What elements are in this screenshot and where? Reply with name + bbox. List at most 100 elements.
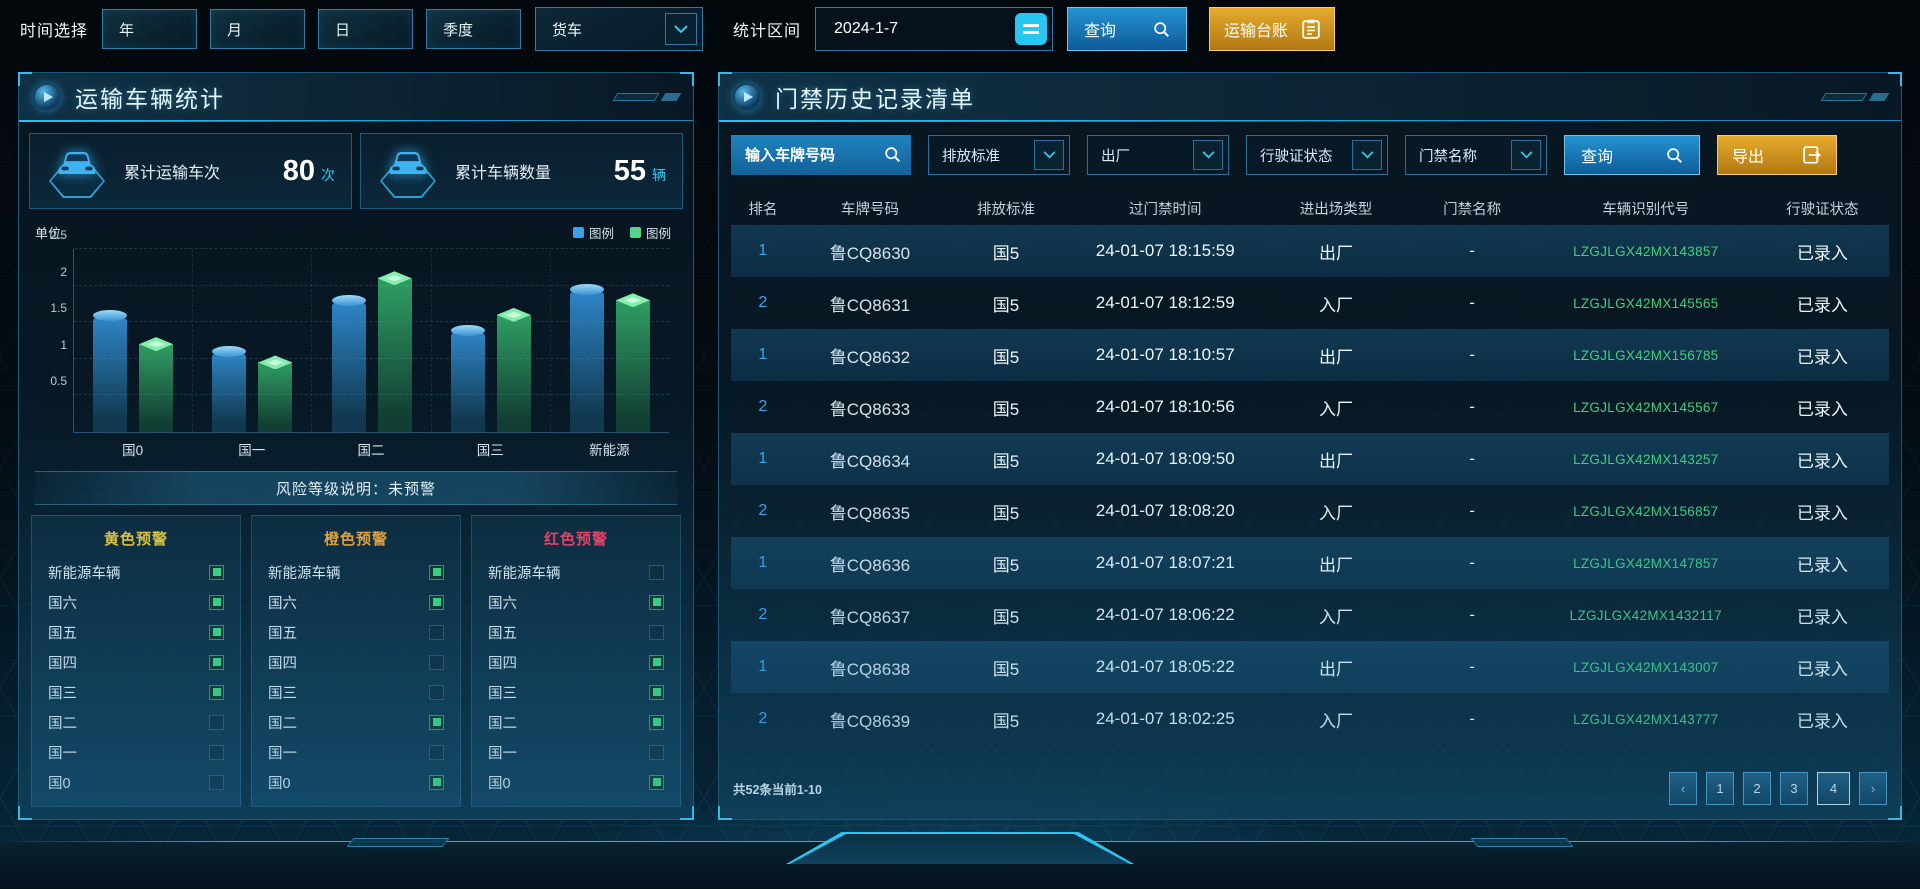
chevron-down-icon[interactable] bbox=[665, 13, 698, 45]
warning-item-label: 国六 bbox=[488, 595, 517, 612]
cell-vin[interactable]: LZGJLGX42MX143257 bbox=[1573, 451, 1719, 467]
prev-page-button[interactable]: ‹ bbox=[1669, 772, 1697, 805]
cell-vin[interactable]: LZGJLGX42MX1432117 bbox=[1569, 607, 1722, 623]
table-body: 1 鲁CQ8630 国5 24-01-07 18:15:59 出厂 - LZGJ… bbox=[731, 225, 1889, 745]
filter-dropdown[interactable]: 行驶证状态 bbox=[1246, 135, 1388, 175]
warning-checkbox[interactable] bbox=[429, 624, 444, 640]
legend-item[interactable]: 图例 bbox=[572, 223, 614, 242]
table-column-header: 车牌号码 bbox=[840, 201, 899, 218]
cell-vin[interactable]: LZGJLGX42MX145565 bbox=[1573, 295, 1719, 311]
warning-checkbox[interactable] bbox=[209, 654, 224, 670]
table-query-button[interactable]: 查询 bbox=[1564, 135, 1700, 175]
warning-checkbox[interactable] bbox=[429, 564, 444, 580]
warning-item-label: 国二 bbox=[48, 715, 77, 732]
warning-item-label: 国0 bbox=[268, 775, 291, 792]
warning-checkbox[interactable] bbox=[649, 564, 664, 580]
page-button[interactable]: 4 bbox=[1817, 772, 1850, 805]
warning-checkbox[interactable] bbox=[209, 564, 224, 580]
cell-vin[interactable]: LZGJLGX42MX156857 bbox=[1573, 503, 1719, 519]
warning-checkbox[interactable] bbox=[429, 774, 444, 790]
warning-checkbox[interactable] bbox=[649, 774, 664, 790]
warning-group-title: 橙色预警 bbox=[323, 531, 388, 548]
warning-checkbox[interactable] bbox=[209, 714, 224, 730]
time-range-button[interactable]: 年 bbox=[102, 9, 198, 49]
warning-checkbox[interactable] bbox=[429, 594, 444, 610]
stats-row: 累计运输车次 80 次 累计车辆数量 55 辆 bbox=[29, 133, 683, 209]
warning-checkbox[interactable] bbox=[649, 714, 664, 730]
vehicle-type-value: 货车 bbox=[552, 21, 583, 39]
filter-dropdown[interactable]: 门禁名称 bbox=[1405, 135, 1547, 175]
warning-checkbox[interactable] bbox=[649, 594, 664, 610]
table-header-row: 排名 车牌号码 排放标准 过门禁时间 进出场类型 门禁名称 车辆识别代号 行驶证状态 bbox=[731, 191, 1889, 225]
warning-item-label: 国六 bbox=[268, 595, 297, 612]
cell-license-status: 已录入 bbox=[1796, 399, 1848, 419]
bar-group bbox=[193, 249, 313, 432]
chevron-down-icon[interactable] bbox=[1352, 140, 1382, 170]
warning-checkbox[interactable] bbox=[429, 684, 444, 700]
gridline bbox=[74, 248, 669, 249]
filter-dropdown-label: 出厂 bbox=[1101, 148, 1130, 165]
cell-vin[interactable]: LZGJLGX42MX143777 bbox=[1573, 711, 1719, 727]
bar-group bbox=[312, 249, 432, 432]
warning-item-label: 国六 bbox=[48, 595, 77, 612]
cell-license-status: 已录入 bbox=[1796, 711, 1848, 731]
time-range-button[interactable]: 日 bbox=[318, 9, 414, 49]
cell-vin[interactable]: LZGJLGX42MX145567 bbox=[1573, 399, 1719, 415]
cell-rank: 2 bbox=[758, 502, 768, 519]
warning-checkbox[interactable] bbox=[649, 684, 664, 700]
cell-emission-standard: 国5 bbox=[992, 555, 1020, 575]
warning-checkbox[interactable] bbox=[209, 624, 224, 640]
next-page-button[interactable]: › bbox=[1859, 772, 1887, 805]
cell-vin[interactable]: LZGJLGX42MX143007 bbox=[1573, 659, 1719, 675]
warning-checkbox[interactable] bbox=[649, 624, 664, 640]
warning-item-label: 新能源车辆 bbox=[48, 565, 121, 582]
chevron-down-icon[interactable] bbox=[1034, 140, 1064, 170]
date-picker[interactable] bbox=[815, 7, 1054, 51]
gridline bbox=[74, 321, 669, 323]
query-button[interactable]: 查询 bbox=[1067, 7, 1188, 51]
search-icon[interactable] bbox=[884, 146, 901, 163]
warning-checkbox[interactable] bbox=[649, 654, 664, 670]
warning-checkbox[interactable] bbox=[429, 654, 444, 670]
warning-item-label: 新能源车辆 bbox=[268, 565, 341, 582]
stat-value: 80 bbox=[282, 154, 315, 187]
cell-vin[interactable]: LZGJLGX42MX156785 bbox=[1573, 347, 1719, 363]
page-button[interactable]: 1 bbox=[1706, 772, 1734, 805]
vehicle-type-select[interactable]: 货车 bbox=[535, 7, 704, 51]
calendar-icon[interactable] bbox=[1015, 13, 1048, 45]
export-button[interactable]: 导出 bbox=[1717, 135, 1837, 175]
filter-dropdown[interactable]: 排放标准 bbox=[928, 135, 1070, 175]
warning-checkbox[interactable] bbox=[429, 714, 444, 730]
chevron-down-icon[interactable] bbox=[1511, 140, 1541, 170]
bar-series-1 bbox=[450, 324, 485, 432]
cell-plate-number: 鲁CQ8638 bbox=[829, 659, 911, 679]
warning-checkbox[interactable] bbox=[649, 744, 664, 760]
time-range-button[interactable]: 季度 bbox=[426, 9, 522, 49]
chevron-down-icon[interactable] bbox=[1193, 140, 1223, 170]
date-input[interactable] bbox=[816, 20, 997, 38]
y-axis-tick: 1 bbox=[60, 337, 67, 352]
header-decoration bbox=[612, 92, 682, 101]
cell-vin[interactable]: LZGJLGX42MX143857 bbox=[1573, 243, 1719, 259]
page-button[interactable]: 3 bbox=[1780, 772, 1808, 805]
cell-license-status: 已录入 bbox=[1796, 659, 1848, 679]
cell-vin[interactable]: LZGJLGX42MX147857 bbox=[1573, 555, 1719, 571]
cell-gate-type: 出厂 bbox=[1319, 451, 1354, 471]
cell-gate-name: - bbox=[1469, 657, 1475, 676]
warning-item: 新能源车辆 bbox=[48, 557, 224, 587]
cell-plate-number: 鲁CQ8631 bbox=[829, 295, 911, 315]
warning-checkbox[interactable] bbox=[209, 774, 224, 790]
transport-ledger-button[interactable]: 运输台账 bbox=[1209, 7, 1336, 51]
plate-search-input[interactable] bbox=[731, 135, 911, 175]
warning-checkbox[interactable] bbox=[209, 744, 224, 760]
bar-series-2 bbox=[258, 362, 293, 432]
bar-series-2 bbox=[496, 314, 531, 432]
warning-item: 国0 bbox=[488, 767, 664, 797]
page-button[interactable]: 2 bbox=[1743, 772, 1771, 805]
time-range-button[interactable]: 月 bbox=[210, 9, 306, 49]
warning-checkbox[interactable] bbox=[209, 684, 224, 700]
legend-item[interactable]: 图例 bbox=[629, 223, 671, 242]
warning-checkbox[interactable] bbox=[209, 594, 224, 610]
warning-checkbox[interactable] bbox=[429, 744, 444, 760]
filter-dropdown[interactable]: 出厂 bbox=[1087, 135, 1229, 175]
